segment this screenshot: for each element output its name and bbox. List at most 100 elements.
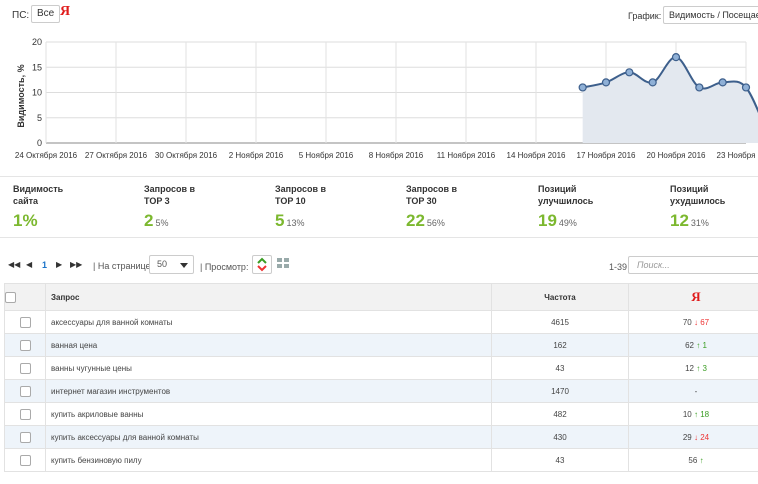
- x-tick-label: 23 Ноября 2016: [717, 151, 758, 160]
- prev-page-button[interactable]: ◀: [26, 260, 33, 269]
- frequency-column-header[interactable]: Частота: [491, 283, 629, 311]
- table-row[interactable]: аксессуары для ванной комнаты 4615 70 ↓ 67: [4, 310, 758, 334]
- position-change-value: 67: [700, 317, 710, 327]
- stat-percent: 31%: [690, 218, 709, 228]
- query-column-header[interactable]: Запрос: [45, 283, 492, 311]
- position-change-arrow-icon: ↑: [696, 340, 701, 350]
- stat-card: Запросов в TOP 30 22 56%: [406, 183, 516, 231]
- stat-number: 2: [144, 211, 154, 230]
- table-row[interactable]: купить аксессуары для ванной комнаты 430 2…: [4, 425, 758, 449]
- row-checkbox[interactable]: [19, 385, 31, 397]
- query-cell[interactable]: купить бензиновую пилу: [45, 448, 492, 472]
- stat-label-line1: Видимость: [13, 184, 64, 194]
- data-point[interactable]: [695, 83, 704, 92]
- stat-label: Позиций ухудшилось: [670, 183, 758, 207]
- search-placeholder: Поиск...: [637, 260, 670, 270]
- search-engine-select[interactable]: Все: [31, 5, 61, 23]
- first-page-button[interactable]: ◀◀: [8, 260, 21, 269]
- stat-percent: 49%: [558, 218, 577, 228]
- search-engine-label: ПС:: [12, 10, 30, 21]
- stat-label-line2: улучшилось: [538, 196, 594, 206]
- per-page-label: | На странице:: [93, 261, 154, 271]
- view-label: | Просмотр:: [200, 262, 249, 272]
- query-cell[interactable]: ванная цена: [45, 333, 492, 357]
- stat-label-line1: Запросов в: [144, 184, 196, 194]
- frequency-cell: 430: [491, 425, 629, 449]
- position-value: -: [694, 386, 698, 396]
- table-row[interactable]: купить бензиновую пилу 43 56 ↑: [4, 448, 758, 472]
- table-row[interactable]: купить акриловые ванны 482 10 ↑ 18: [4, 402, 758, 426]
- x-tick-label: 30 Октября 2016: [155, 151, 218, 160]
- data-point[interactable]: [578, 83, 587, 92]
- data-point[interactable]: [625, 68, 634, 77]
- stat-label-line2: TOP 10: [275, 196, 306, 206]
- table-row[interactable]: интернет магазин инструментов 1470 -: [4, 379, 758, 403]
- select-all-checkbox[interactable]: [5, 291, 16, 303]
- row-checkbox[interactable]: [19, 316, 31, 328]
- stat-percent: 56%: [426, 218, 445, 228]
- data-point[interactable]: [671, 53, 681, 62]
- data-point[interactable]: [601, 78, 611, 87]
- stat-value: 1%: [13, 211, 123, 231]
- table-header-row: Запрос Частота Я: [4, 283, 758, 311]
- query-cell[interactable]: купить акриловые ванны: [45, 402, 492, 426]
- stat-label: Запросов в TOP 10: [275, 183, 385, 207]
- stat-value: 5 13%: [275, 211, 385, 231]
- position-change-arrow-icon: ↓: [694, 432, 698, 442]
- frequency-cell: 43: [491, 448, 629, 472]
- y-tick-label: 20: [32, 37, 42, 47]
- position-value: 62: [685, 340, 694, 350]
- row-checkbox[interactable]: [19, 362, 31, 374]
- graph-label: График:: [628, 11, 662, 21]
- graph-type-select[interactable]: Видимость / Посещаемость: [663, 6, 758, 24]
- x-tick-label: 11 Ноября 2016: [437, 151, 496, 160]
- position-change-arrow-icon: ↑: [696, 363, 701, 373]
- y-tick-label: 15: [32, 62, 42, 72]
- query-cell[interactable]: интернет магазин инструментов: [45, 379, 492, 403]
- stat-label-line2: ухудшилось: [670, 196, 726, 206]
- yandex-column-header[interactable]: Я: [628, 283, 758, 311]
- row-checkbox[interactable]: [19, 408, 31, 420]
- row-checkbox[interactable]: [19, 454, 31, 466]
- stat-number: 5: [275, 211, 285, 230]
- data-point[interactable]: [718, 78, 727, 87]
- per-page-select[interactable]: 50: [149, 255, 194, 274]
- stat-label-line1: Запросов в: [406, 184, 458, 194]
- row-checkbox[interactable]: [19, 431, 31, 443]
- data-point[interactable]: [741, 83, 751, 92]
- sort-view-button[interactable]: [252, 255, 272, 274]
- stat-label-line2: TOP 30: [406, 196, 437, 206]
- grid-view-icon: [277, 258, 289, 268]
- stat-label: Позиций улучшилось: [538, 183, 648, 207]
- query-cell[interactable]: аксессуары для ванной комнаты: [45, 310, 492, 334]
- row-checkbox[interactable]: [19, 339, 31, 351]
- stat-card: Запросов в TOP 10 5 13%: [275, 183, 385, 231]
- row-checkbox-cell: [4, 379, 46, 403]
- stat-card: Запросов в TOP 3 2 5%: [144, 183, 254, 231]
- grid-view-button[interactable]: [275, 255, 291, 271]
- row-checkbox-cell: [4, 425, 46, 449]
- x-tick-label: 2 Ноября 2016: [229, 151, 284, 160]
- position-value: 10: [682, 409, 692, 419]
- current-page-number[interactable]: 1: [42, 260, 48, 270]
- yandex-position-cell: 70 ↓ 67: [628, 310, 758, 334]
- next-page-button[interactable]: ▶: [56, 260, 63, 269]
- position-change-arrow-icon: ↓: [694, 317, 698, 327]
- query-cell[interactable]: купить аксессуары для ванной комнаты: [45, 425, 492, 449]
- x-tick-label: 8 Ноября 2016: [369, 151, 424, 160]
- yandex-logo-icon[interactable]: Я: [60, 4, 71, 19]
- row-checkbox-cell: [4, 310, 46, 334]
- row-checkbox-cell: [4, 356, 46, 380]
- stat-percent: 5%: [155, 218, 169, 228]
- last-page-button[interactable]: ▶▶: [70, 260, 83, 269]
- chevron-down-icon: [180, 263, 188, 268]
- stat-label-line1: Позиций: [670, 184, 709, 194]
- visibility-chart: Видимость, % 0 5 10 15 20 24 Октября 2016 27 …: [15, 37, 758, 160]
- search-input[interactable]: Поиск...: [628, 256, 758, 274]
- table-row[interactable]: ванная цена 162 62 ↑ 1: [4, 333, 758, 357]
- query-cell[interactable]: ванны чугунные цены: [45, 356, 492, 380]
- row-checkbox-cell: [4, 333, 46, 357]
- select-all-cell: [4, 283, 46, 311]
- table-row[interactable]: ванны чугунные цены 43 12 ↑ 3: [4, 356, 758, 380]
- data-point[interactable]: [648, 78, 657, 87]
